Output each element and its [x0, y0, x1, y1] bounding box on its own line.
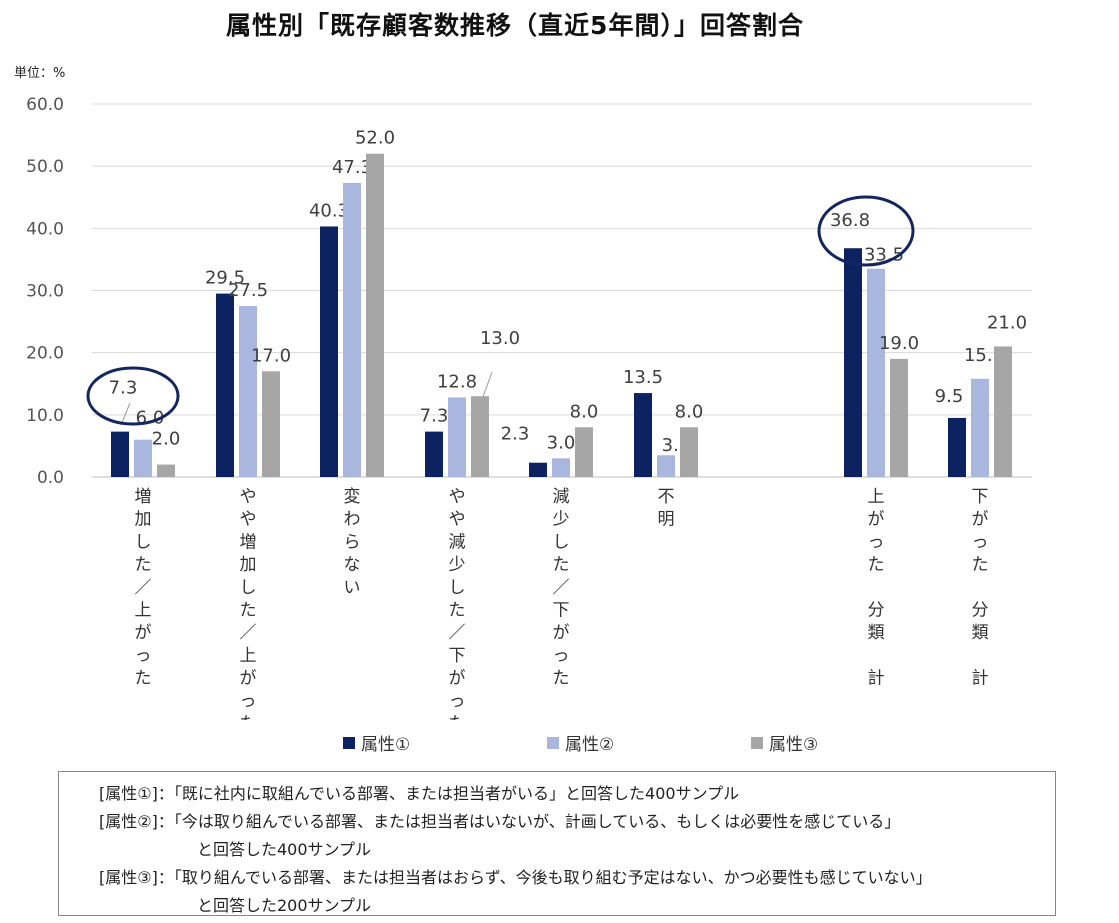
category-label: 上がった 分類 計	[868, 487, 885, 689]
bar-series2	[239, 306, 257, 477]
bar-series3	[262, 371, 280, 477]
category-label: 増加した／上がった	[135, 487, 152, 689]
data-label-series2: 47.3	[332, 157, 372, 178]
chart-title: 属性別「既存顧客数推移（直近5年間）」回答割合	[226, 11, 804, 40]
data-label-series1: 29.5	[205, 268, 245, 289]
y-tick-label: 40.0	[26, 219, 64, 239]
data-label-series3: 52.0	[355, 128, 395, 149]
bar-series3	[680, 427, 698, 477]
leader-line	[482, 371, 493, 398]
note-line-3: と回答した400サンプル	[197, 840, 372, 859]
bar-series2	[343, 182, 361, 477]
leader-line	[120, 402, 131, 426]
notes-box: [属性①]：「既に社内に取組んでいる部署、または担当者がいる」と回答した400サ…	[58, 771, 1056, 916]
category-label: やや増加した／上がった	[240, 487, 257, 720]
legend-item-series2: 属性②	[547, 730, 614, 755]
data-label-series2: 12.8	[437, 371, 477, 392]
bar-series1	[948, 417, 966, 477]
data-label-series3: 2.0	[152, 429, 181, 450]
data-label-series1: 40.3	[309, 200, 349, 221]
legend-swatch-series1	[343, 736, 355, 749]
legend-swatch-series2	[547, 736, 559, 749]
category-label: 不明	[658, 487, 675, 530]
bar-series1	[111, 431, 129, 477]
category-label: 減少した／下がった	[553, 487, 570, 689]
bar-series2	[134, 439, 152, 477]
category-label: やや減少した／下がった	[449, 487, 466, 720]
highlight-circle	[86, 366, 180, 426]
data-label-series3: 8.0	[570, 401, 599, 422]
data-label-series2: 3.0	[547, 432, 576, 453]
y-tick-label: 50.0	[26, 157, 64, 177]
y-tick-label: 20.0	[26, 344, 64, 364]
note-line-1: [属性①]：「既に社内に取組んでいる部署、または担当者がいる」と回答した400サ…	[99, 784, 740, 803]
bar-series3	[994, 346, 1012, 477]
data-label-series1: 9.5	[935, 386, 964, 407]
data-label-series3: 21.0	[987, 312, 1027, 333]
unit-label: 単位：%	[14, 66, 66, 81]
bar-series3	[890, 358, 908, 477]
legend-label-series3: 属性③	[769, 735, 819, 755]
bar-series2	[867, 268, 885, 477]
legend-swatch-series3	[751, 736, 763, 749]
legend-label-series1: 属性①	[361, 735, 411, 755]
bar-series1	[425, 431, 443, 477]
legend-label-series2: 属性②	[565, 735, 615, 755]
data-label-series1: 36.8	[830, 210, 870, 231]
highlight-circle	[817, 195, 915, 267]
y-tick-label: 30.0	[26, 282, 64, 302]
category-label: 変わらない	[344, 487, 361, 598]
data-label-series1: 2.3	[501, 424, 530, 445]
bar-series1	[216, 293, 234, 477]
data-label-series3: 8.0	[675, 401, 704, 422]
legend-item-series3: 属性③	[751, 730, 818, 755]
y-tick-label: 10.0	[26, 406, 64, 426]
bar-series3	[471, 396, 489, 477]
bar-series3	[366, 153, 384, 477]
note-line-5: と回答した200サンプル	[197, 896, 372, 915]
bar-series2	[657, 455, 675, 477]
data-label-series2: 27.5	[228, 280, 268, 301]
y-tick-label: 60.0	[26, 95, 64, 115]
data-label-series1: 7.3	[109, 378, 138, 399]
data-label-series2: 33.5	[864, 245, 904, 266]
y-tick-label: 0.0	[37, 468, 64, 488]
note-line-2: [属性②]：「今は取り組んでいる部署、または担当者はいないが、計画している、もし…	[99, 812, 901, 831]
bar-chart: 0.0 10.0 20.0 30.0 40.0 50.0 60.0 7.3 29.5 40.3 7.…	[26, 95, 1032, 720]
data-label-series1: 7.3	[420, 406, 449, 427]
bar-series1	[844, 248, 862, 477]
data-label-series1: 13.5	[623, 367, 663, 388]
data-label-series3: 17.0	[251, 345, 291, 366]
data-label-series3: 13.0	[480, 328, 520, 349]
bar-series3	[157, 464, 175, 477]
category-label: 下がった 分類 計	[972, 487, 989, 689]
data-label-series3: 19.0	[879, 333, 919, 354]
bar-series2	[448, 397, 466, 477]
bar-series1	[320, 226, 338, 477]
bar-series3	[575, 427, 593, 477]
bar-series1	[634, 393, 652, 477]
legend-item-series1: 属性①	[343, 730, 410, 755]
bar-series1	[529, 462, 547, 477]
bar-series2	[552, 458, 570, 477]
bar-series2	[971, 378, 989, 477]
note-line-4: [属性③]：「取り組んでいる部署、または担当者はおらず、今後も取り組む予定はない…	[99, 868, 932, 887]
